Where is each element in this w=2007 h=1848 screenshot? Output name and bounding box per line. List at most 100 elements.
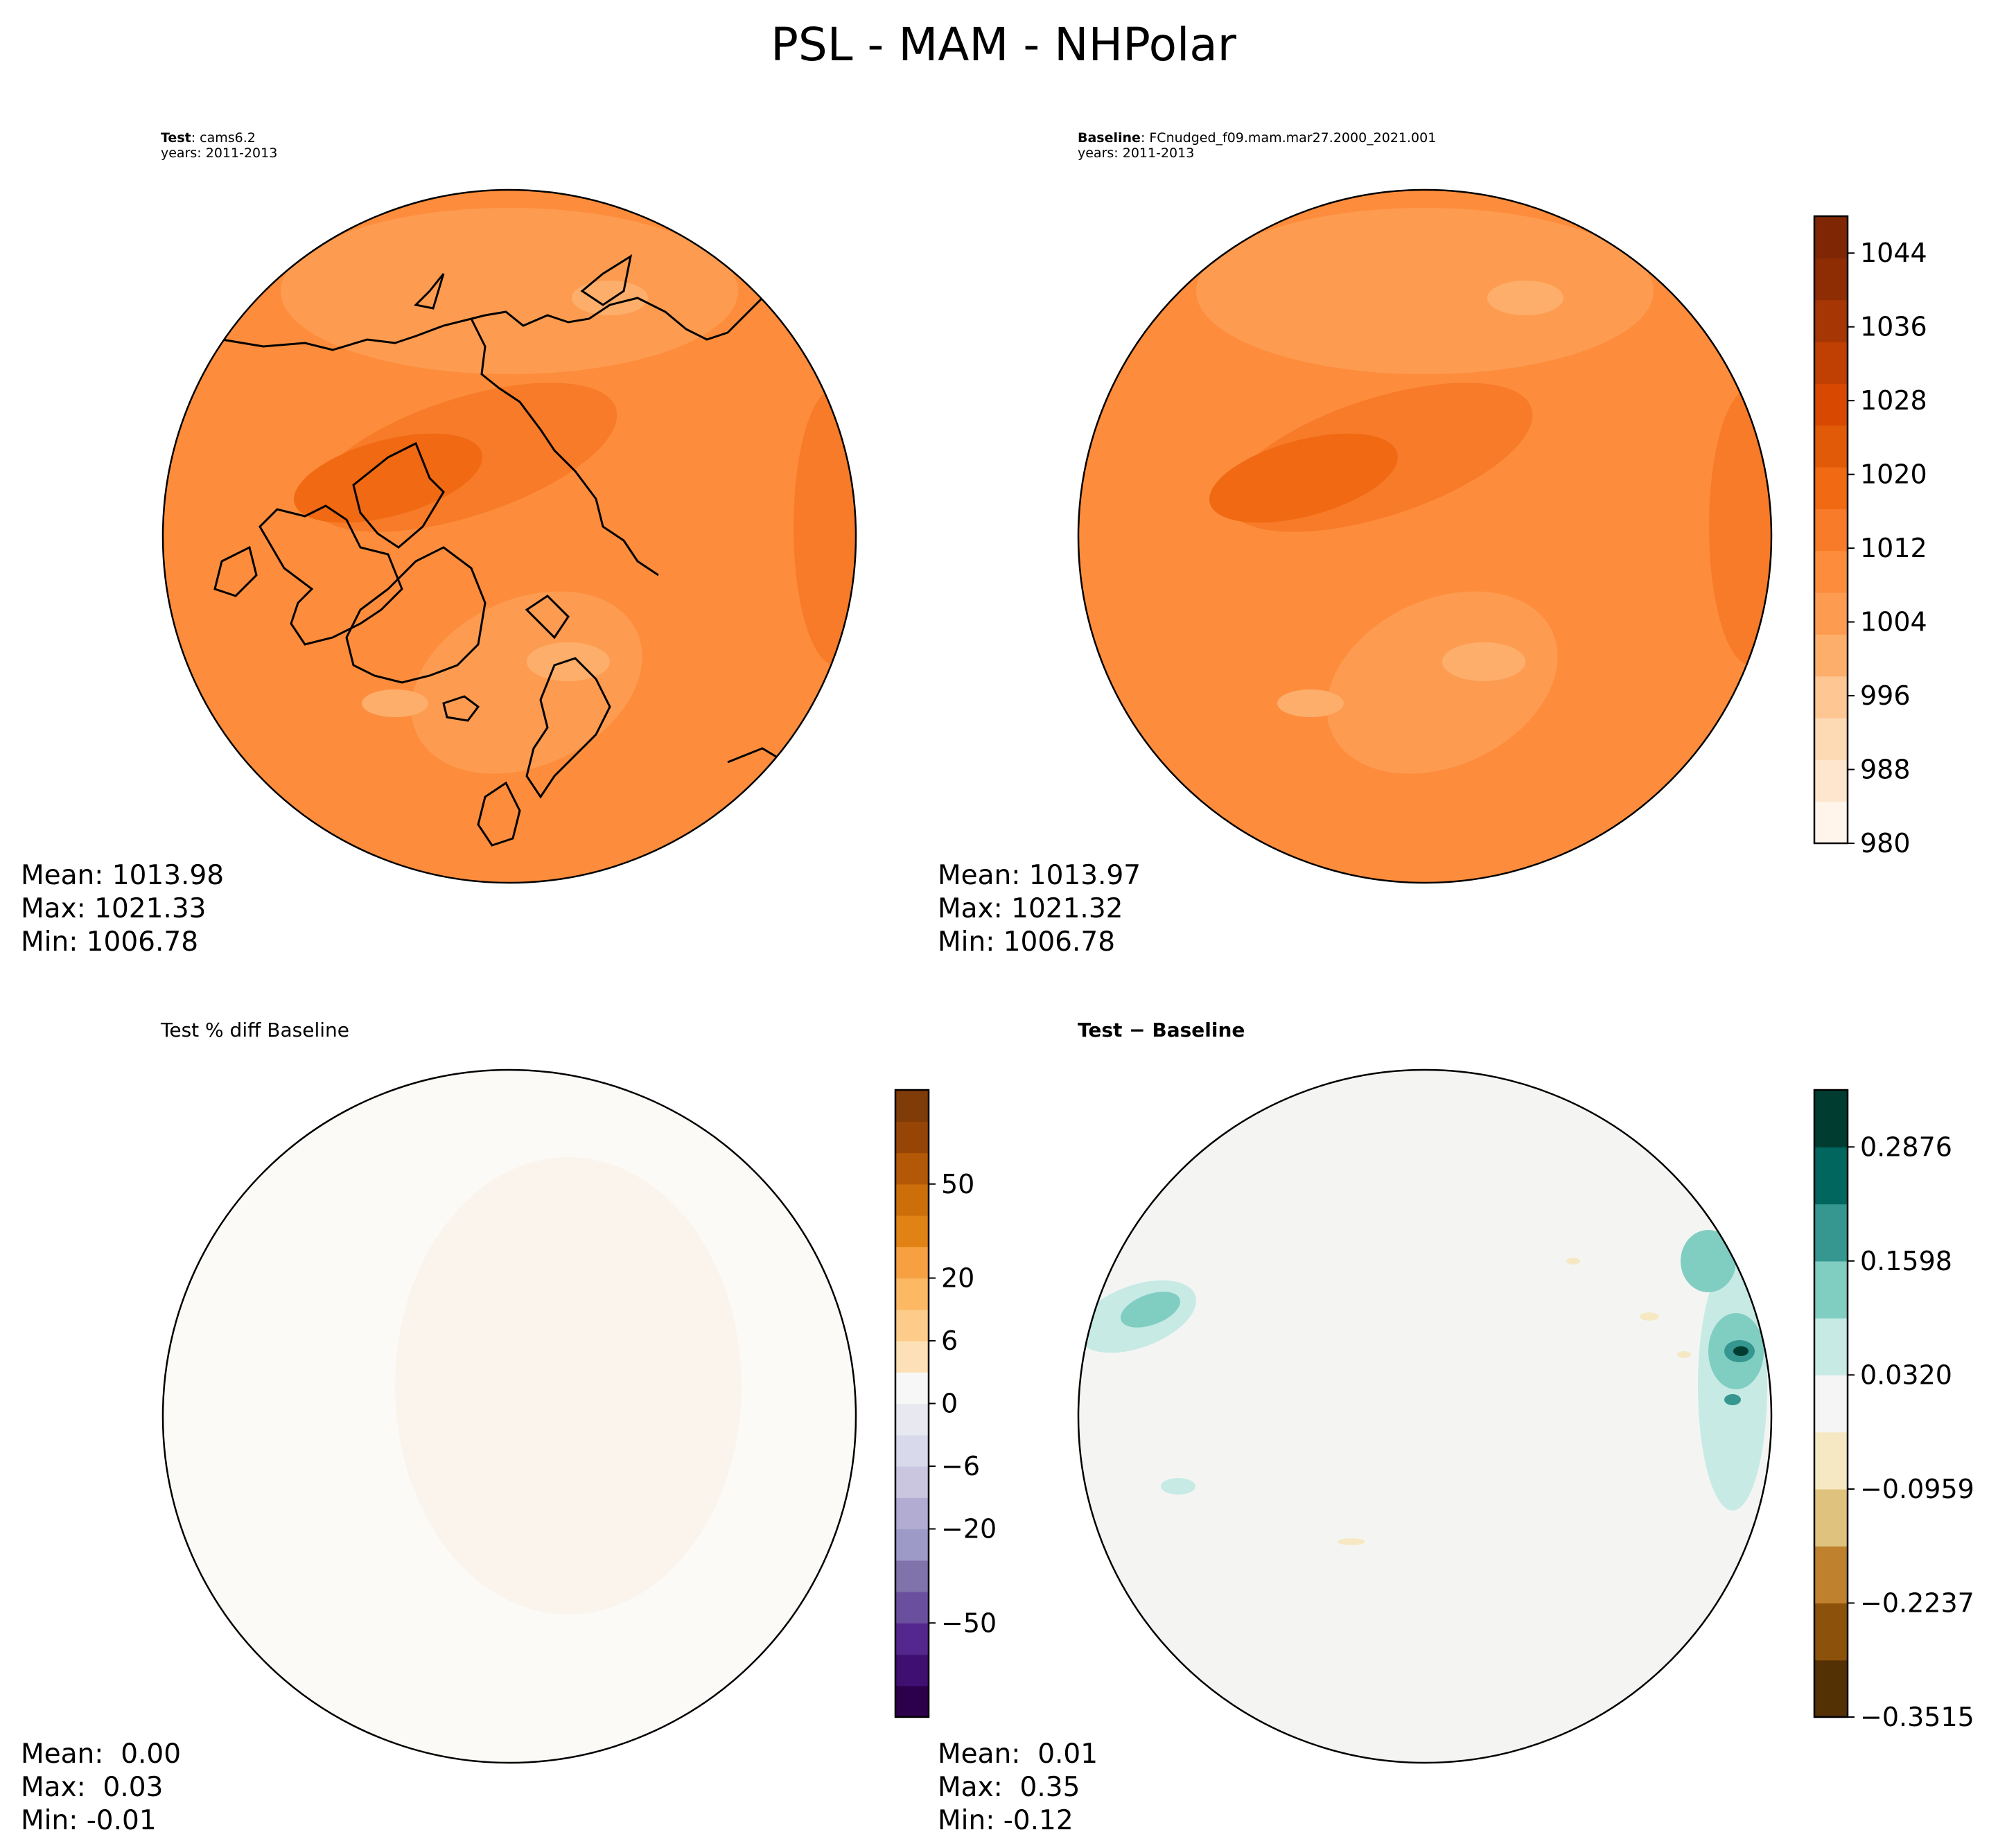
pct-colorbar-segment (895, 1560, 929, 1592)
diff-colorbar-tick-label: −0.3515 (1860, 1702, 1974, 1732)
baseline-field-atlantic-core (1442, 642, 1525, 681)
pct-colorbar-segment (895, 1183, 929, 1216)
pct-colorbar-segment (895, 1497, 929, 1530)
diff-colorbar-tick-label: 0.2876 (1860, 1132, 1952, 1162)
pct-colorbar-tick-label: 6 (941, 1326, 958, 1356)
psl-colorbar-segment (1814, 342, 1848, 384)
test-field-high-lat-band (281, 208, 738, 374)
pct-colorbar-segment (895, 1592, 929, 1623)
baseline-mean: Mean: 1013.97 (938, 860, 1141, 891)
test-stats: Mean: 1013.98 Max: 1021.33 Min: 1006.78 (21, 859, 224, 959)
baseline-field-base (1078, 190, 1771, 883)
diff-field-base (1078, 1070, 1771, 1763)
test-labrador (213, 545, 258, 597)
pct-colorbar-segment (895, 1403, 929, 1436)
pct-max: Max: 0.03 (21, 1772, 164, 1803)
pct-field-tint (395, 1157, 742, 1614)
test-arctic-coast (470, 318, 659, 577)
pct-colorbar-segment (895, 1309, 929, 1341)
psl-colorbar-tick-label: 988 (1860, 755, 1911, 785)
diff-colorbar-segment (1814, 1488, 1848, 1547)
test-header: Test: cams6.2 years: 2011-2013 (161, 130, 277, 161)
baseline-field-pacific-high (1709, 388, 1771, 665)
test-britain (477, 781, 521, 847)
test-map (161, 188, 857, 884)
pct-colorbar-segment (895, 1152, 929, 1185)
baseline-label-rest: : FCnudged_f09.mam.mar27.2000_2021.001 (1140, 130, 1437, 146)
psl-colorbar-segment (1814, 425, 1848, 468)
test-map-border (161, 188, 857, 884)
diff-colorbar-segment (1814, 1546, 1848, 1604)
diff-colorbar-segment (1814, 1090, 1848, 1147)
diff-mean: Mean: 0.01 (938, 1739, 1098, 1770)
baseline-label-bold: Baseline (1078, 130, 1141, 146)
baseline-field (1078, 190, 1771, 883)
baseline-header: Baseline: FCnudged_f09.mam.mar27.2000_20… (1078, 130, 1436, 161)
diff-max: Max: 0.35 (938, 1772, 1080, 1803)
diff-map (1077, 1068, 1773, 1764)
pct-colorbar-segment (895, 1215, 929, 1247)
diff-field-north-pos (1681, 1230, 1736, 1292)
pct-min: Min: -0.01 (21, 1805, 157, 1836)
psl-colorbar-segment (1814, 718, 1848, 760)
psl-colorbar-segment (1814, 467, 1848, 509)
baseline-min: Min: 1006.78 (938, 926, 1116, 958)
diff-map-border (1077, 1068, 1773, 1764)
test-field (163, 190, 856, 883)
psl-colorbar-segment (1814, 759, 1848, 802)
pct-mean: Mean: 0.00 (21, 1739, 182, 1770)
diff-colorbar-segment (1814, 1375, 1848, 1433)
test-hudson-bay (258, 504, 403, 646)
diff-colorbar-segment (1814, 1318, 1848, 1375)
baseline-field-siberia-core (1487, 281, 1563, 315)
diff-colorbar-tick-label: 0.1598 (1860, 1246, 1952, 1276)
test-label-rest: : cams6.2 (191, 130, 256, 146)
test-iceland (442, 695, 480, 722)
psl-colorbar-tick-label: 1028 (1860, 385, 1927, 416)
diff-field-neg-1 (1640, 1312, 1659, 1321)
test-mean: Mean: 1013.98 (21, 860, 225, 891)
psl-colorbar-tick-label: 980 (1860, 828, 1911, 859)
psl-colorbar-segment (1814, 509, 1848, 552)
diff-colorbar-segment (1814, 1204, 1848, 1262)
psl-colorbar-tick-label: 1012 (1860, 533, 1927, 563)
diff-stats: Mean: 0.01 Max: 0.35 Min: -0.12 (938, 1738, 1098, 1838)
psl-colorbar-tick-label: 996 (1860, 680, 1911, 711)
diff-colorbar-segment (1814, 1147, 1848, 1205)
pct-colorbar-tick-label: −50 (941, 1608, 997, 1638)
test-field-polar-high-core (294, 433, 482, 523)
pct-colorbar-tick-label: −20 (941, 1514, 997, 1545)
diff-colorbar-tick-label: −0.2237 (1860, 1587, 1974, 1618)
diff-colorbar-frame (1813, 1089, 1849, 1718)
test-years: years: 2011-2013 (161, 146, 278, 161)
test-kamchatka (580, 254, 633, 306)
diff-colorbar-segment (1814, 1603, 1848, 1661)
diff-colorbar-segment (1814, 1260, 1848, 1319)
baseline-map-border (1077, 188, 1773, 884)
pct-map (161, 1068, 857, 1764)
pct-colorbar-tick-label: −6 (941, 1451, 980, 1481)
psl-colorbar-frame (1813, 215, 1849, 845)
psl-colorbar-tick-label: 1036 (1860, 312, 1927, 342)
pct-colorbar-segment (895, 1685, 929, 1718)
diff-field-neg-2 (1677, 1351, 1691, 1358)
diff-colorbar-tick-label: −0.0959 (1860, 1474, 1974, 1504)
pct-colorbar-segment (895, 1529, 929, 1561)
psl-colorbar-tick-label: 1044 (1860, 238, 1927, 268)
psl-colorbar-segment (1814, 676, 1848, 719)
test-archipelago (352, 441, 445, 549)
pct-colorbar-segment (895, 1466, 929, 1498)
pct-colorbar-segment (895, 1278, 929, 1310)
diff-field-atlantic-peak-2 (1724, 1394, 1741, 1405)
baseline-map (1077, 188, 1773, 884)
psl-colorbar-segment (1814, 383, 1848, 426)
pct-colorbar-segment (895, 1247, 929, 1279)
pct-colorbar-tick-label: 50 (941, 1169, 974, 1199)
test-field-base (163, 190, 856, 883)
pct-field (163, 1070, 856, 1763)
test-max: Max: 1021.33 (21, 893, 207, 924)
pct-colorbar-segment (895, 1654, 929, 1687)
baseline-field-polar-high-core (1209, 433, 1398, 523)
test-alaska-peninsula (413, 273, 445, 310)
